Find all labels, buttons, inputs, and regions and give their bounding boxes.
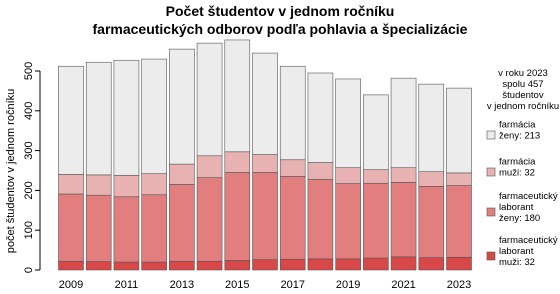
y-tick-label: 300 [23, 141, 35, 159]
bar-segment [390, 167, 417, 183]
bar-segment [446, 185, 472, 258]
bar-segment [113, 196, 140, 263]
legend-title: spolu 457 [502, 79, 543, 90]
bar-segment [335, 167, 361, 184]
legend-label: farmaceutický [499, 191, 558, 202]
x-tick-label: 2013 [170, 279, 194, 291]
x-tick-label: 2017 [280, 279, 304, 291]
y-tick-label: 100 [23, 221, 35, 239]
bar-segment [446, 172, 472, 186]
bar-segment [307, 162, 334, 180]
bar-segment [196, 155, 223, 178]
y-tick-label: 500 [23, 62, 35, 80]
bar-segment [390, 77, 417, 169]
bar-segment [390, 256, 417, 271]
legend-label: laborant [499, 202, 534, 213]
bar-segment [58, 174, 84, 195]
bar-segment [224, 151, 251, 173]
bar-segment [169, 260, 195, 271]
bar-segment [307, 258, 334, 271]
bar-segment [418, 257, 445, 271]
legend-swatch [486, 251, 496, 261]
bar-segment [85, 61, 112, 176]
bar-segment [141, 173, 167, 196]
bar-segment [196, 260, 223, 271]
bar-segment [279, 65, 306, 161]
legend-label: farmácia [499, 120, 536, 131]
bar-segment [418, 186, 445, 258]
bar-segment [335, 258, 361, 271]
y-tick-label: 200 [23, 181, 35, 199]
legend-swatch [486, 167, 496, 177]
bar-segment [418, 171, 445, 187]
y-tick-label: 400 [23, 102, 35, 120]
bar-segment [141, 194, 167, 263]
legend-label: laborant [499, 246, 534, 257]
bar-segment [307, 178, 334, 260]
bar-segment [418, 83, 445, 172]
bar-segment [58, 260, 84, 271]
bar-segment [224, 39, 251, 153]
bar-segment [252, 52, 278, 155]
legend-label: farmaceutický [499, 235, 558, 246]
bar-segment [141, 261, 167, 271]
bar-segment [113, 59, 140, 176]
legend-swatch [486, 130, 496, 140]
bar-segment [196, 177, 223, 262]
bar-segment [113, 261, 140, 271]
x-tick-label: 2023 [447, 279, 471, 291]
bar-segment [85, 261, 112, 271]
legend-label: ženy: 180 [499, 213, 540, 224]
bar-segment [363, 169, 389, 184]
bar-segment [224, 260, 251, 271]
bar-segment [58, 193, 84, 262]
bar-segment [446, 87, 472, 174]
bar-segment [169, 184, 195, 262]
bar-segment [279, 159, 306, 177]
legend-label: farmácia [499, 157, 536, 168]
bar-segment [307, 72, 334, 163]
chart-title: Počet študentov v jednom ročníku [166, 3, 395, 19]
legend-label: muži: 32 [499, 257, 535, 268]
bar-segment [169, 163, 195, 185]
legend-title: v jednom ročníku [487, 101, 559, 112]
bar-segment [363, 182, 389, 259]
bar-segment [279, 258, 306, 271]
x-tick-label: 2019 [336, 279, 360, 291]
bar-segment [363, 94, 389, 171]
bar-segment [141, 58, 167, 174]
bar-segment [252, 259, 278, 271]
bar-segment [252, 172, 278, 260]
legend-swatch [486, 207, 496, 217]
bar-segment [390, 182, 417, 258]
chart-title: farmaceutických odborov podľa pohlavia a… [93, 21, 468, 37]
bar-segment [335, 183, 361, 260]
bar-segment [196, 42, 223, 157]
bar-segment [363, 257, 389, 271]
x-tick-label: 2011 [115, 279, 139, 291]
x-tick-label: 2021 [391, 279, 415, 291]
bar-segment [169, 48, 195, 165]
bar-segment [224, 172, 251, 261]
bar-segment [58, 65, 84, 175]
y-axis-label: počet študentov v jednom ročníku [5, 89, 17, 253]
bar-segment [113, 174, 140, 198]
bar-segment [252, 154, 278, 173]
legend-title: študentov [502, 90, 543, 101]
bar-segment [85, 194, 112, 262]
bar-segment [279, 176, 306, 260]
legend-title: v roku 2023 [498, 68, 548, 79]
legend-label: ženy: 213 [499, 131, 540, 142]
x-tick-label: 2015 [225, 279, 249, 291]
bar-segment [446, 256, 472, 271]
legend-label: muži: 32 [499, 168, 535, 179]
x-tick-label: 2009 [59, 279, 83, 291]
bar-segment [335, 78, 361, 169]
y-tick-label: 0 [23, 267, 35, 273]
bar-segment [85, 174, 112, 196]
